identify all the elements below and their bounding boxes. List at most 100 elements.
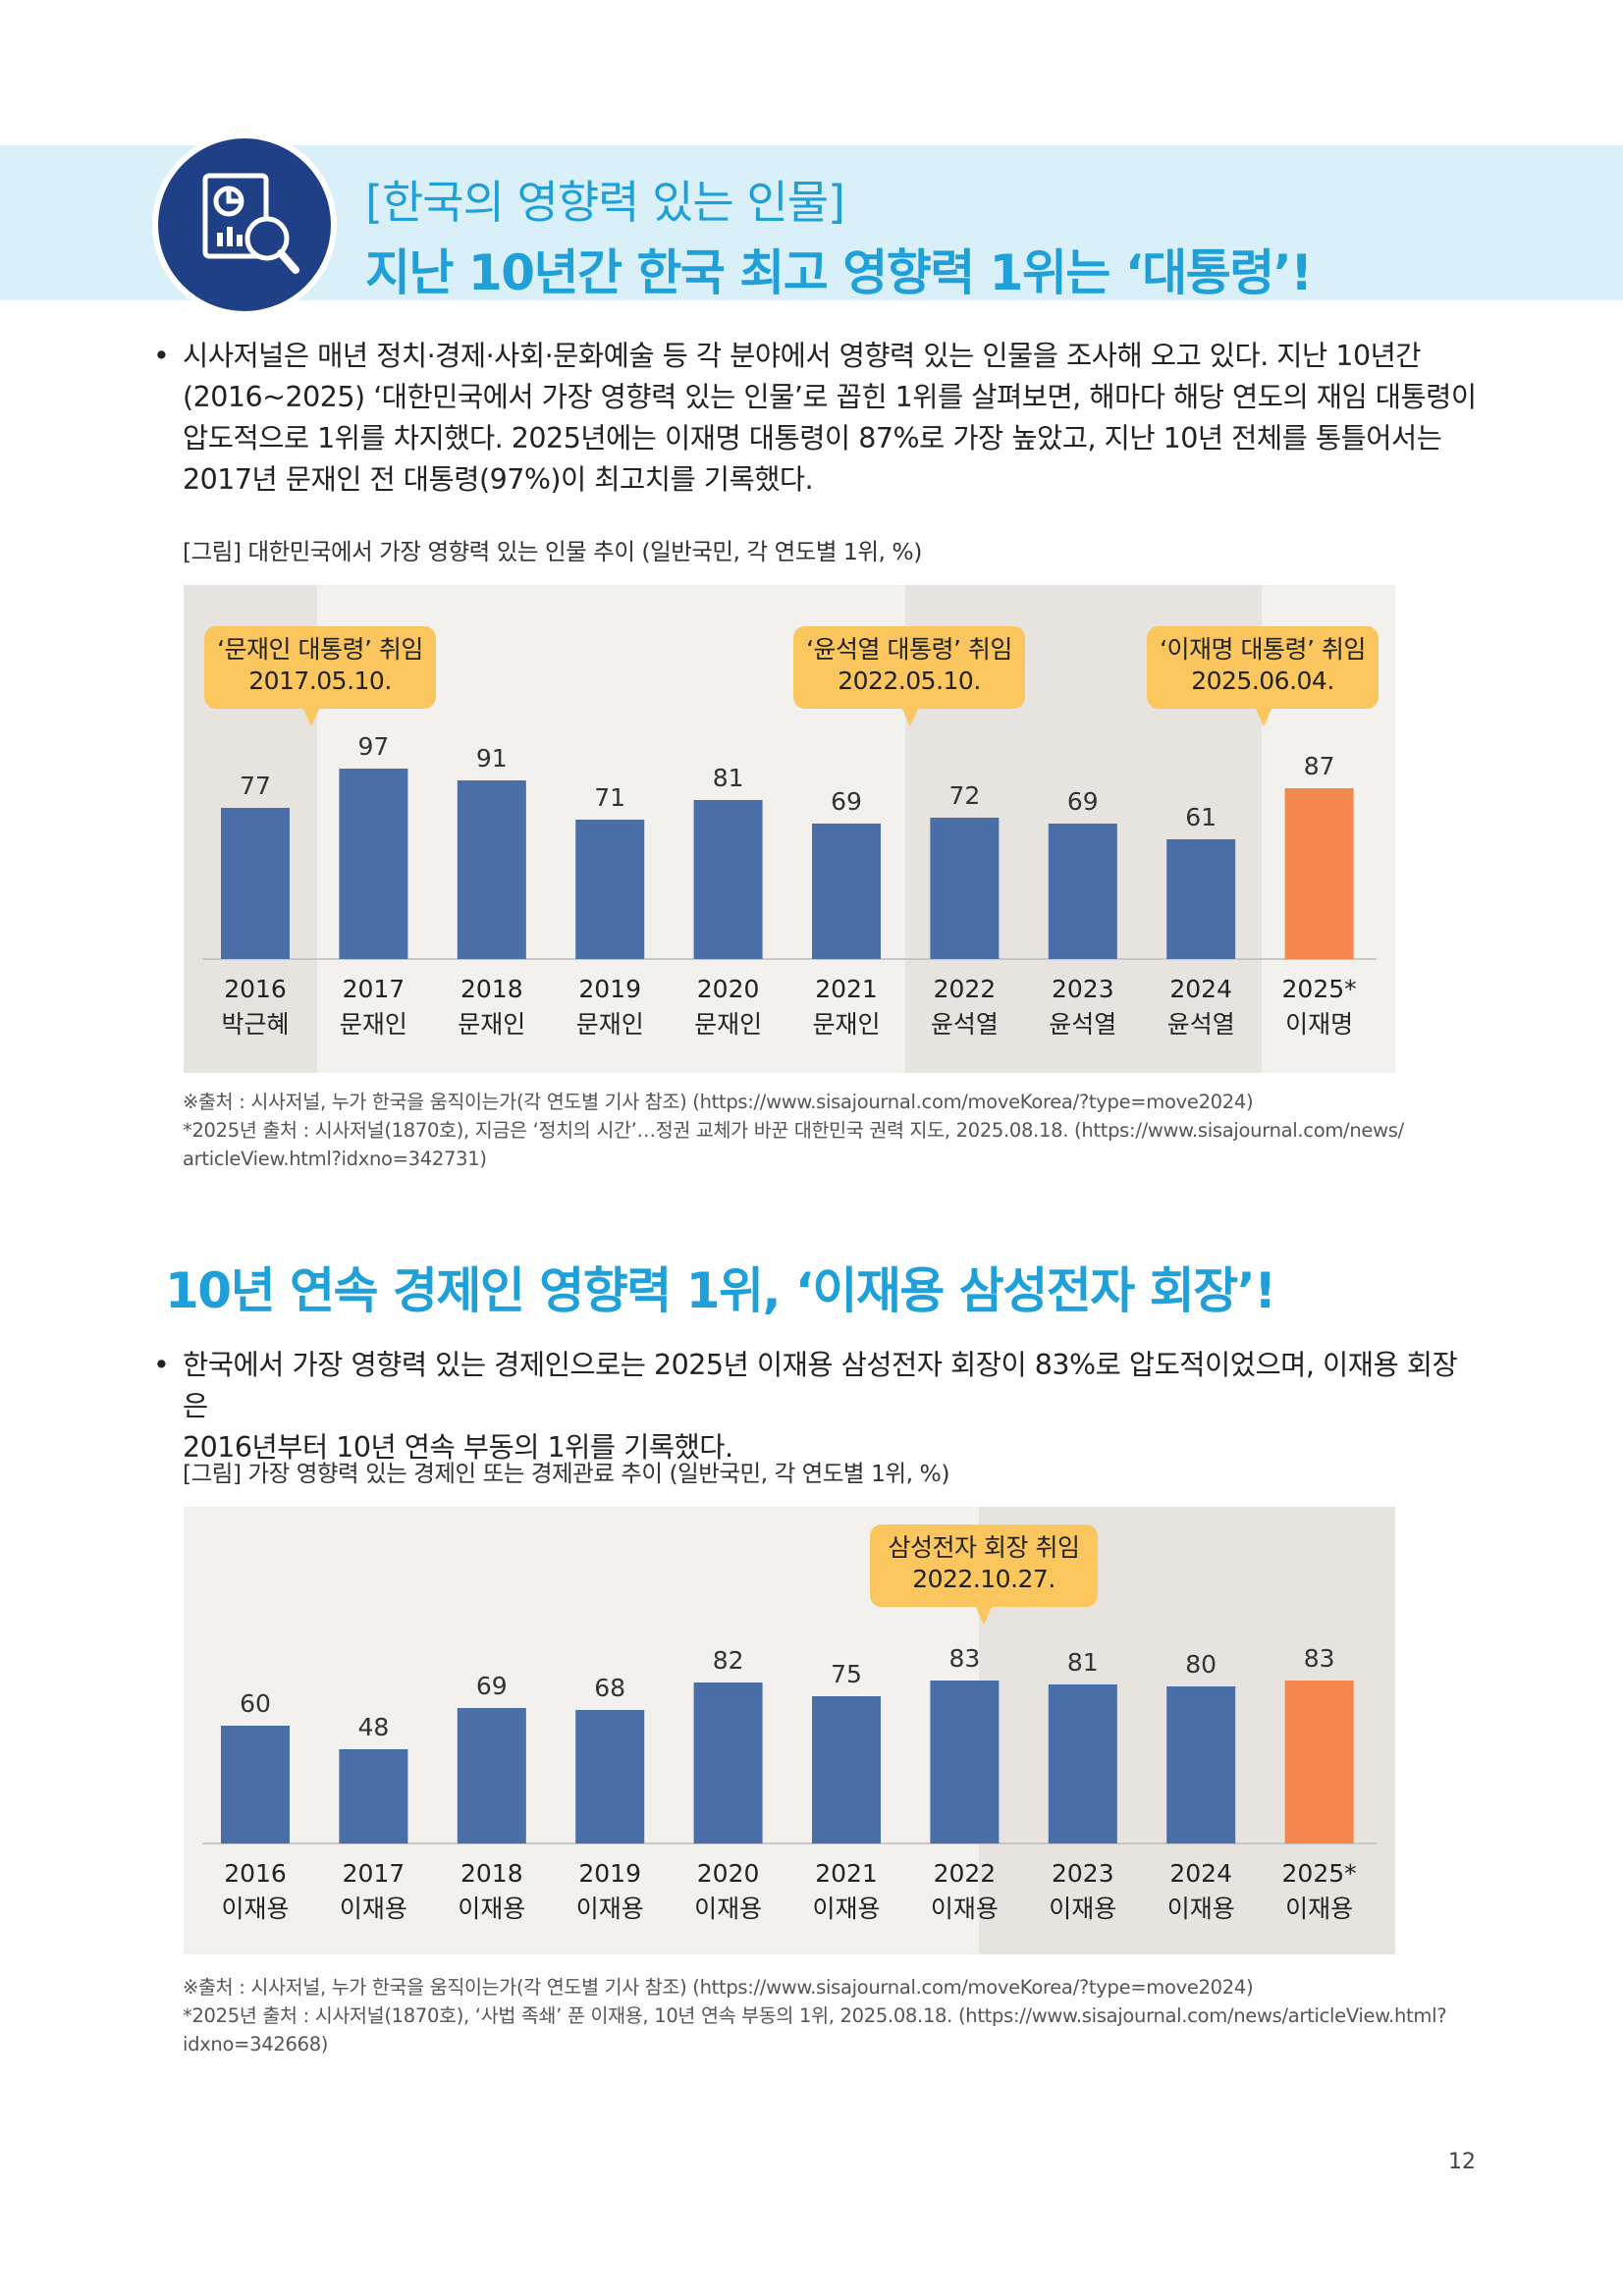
x-tick-label: 2022 — [934, 975, 997, 1003]
bar-2024 — [1166, 839, 1236, 959]
x-tick-label: 2017 — [343, 1859, 406, 1888]
source-line: *2025년 출처 : 시사저널(1870호), 지금은 ‘정치의 시간’…정권… — [183, 1119, 1404, 1142]
x-name-label: 문재인 — [340, 1010, 407, 1039]
callout-date: 2022.05.10. — [838, 667, 981, 695]
x-tick-label: 2016 — [224, 1859, 287, 1888]
callout-date: 2025.06.04. — [1191, 667, 1334, 695]
data-label: 69 — [1067, 787, 1099, 816]
data-label: 83 — [1304, 1644, 1335, 1673]
bar-2022 — [930, 1681, 1000, 1843]
bar-2019 — [575, 1710, 645, 1843]
paragraph-line: (2016~2025) ‘대한민국에서 가장 영향력 있는 인물’로 꼽힌 1위… — [183, 381, 1477, 413]
x-name-label: 이재용 — [1049, 1895, 1116, 1923]
x-name-label: 이재용 — [1167, 1895, 1235, 1923]
bar-2016 — [221, 808, 290, 959]
bullet: • — [153, 340, 170, 372]
x-tick-label: 2023 — [1052, 1859, 1114, 1888]
data-label: 81 — [713, 764, 744, 792]
x-name-label: 이재용 — [458, 1895, 525, 1923]
header-title: 지난 10년간 한국 최고 영향력 1위는 ‘대통령’! — [365, 244, 1313, 301]
data-label: 71 — [594, 783, 625, 812]
bar-2025 — [1284, 788, 1354, 959]
x-name-label: 이재용 — [694, 1895, 762, 1923]
x-tick-label: 2017 — [343, 975, 406, 1003]
data-label: 68 — [594, 1674, 625, 1702]
callout-date: 2022.10.27. — [912, 1565, 1055, 1593]
x-tick-label: 2019 — [578, 975, 641, 1003]
callout-line: ‘윤석열 대통령’ 취임 — [806, 635, 1012, 664]
x-name-label: 이재용 — [812, 1895, 880, 1923]
callout-date: 2017.05.10. — [248, 667, 392, 695]
data-label: 75 — [831, 1660, 862, 1688]
source-line: ※출처 : 시사저널, 누가 한국을 움직이는가(각 연도별 기사 참조) (h… — [183, 1091, 1254, 1113]
source-notes-2: ※출처 : 시사저널, 누가 한국을 움직이는가(각 연도별 기사 참조) (h… — [183, 1973, 1488, 2058]
section2-title: 10년 연속 경제인 영향력 1위, ‘이재용 삼성전자 회장’! — [165, 1262, 1276, 1319]
bar-2017 — [339, 1749, 408, 1843]
bar-2018 — [457, 1708, 526, 1843]
bar-2025 — [1284, 1681, 1354, 1843]
x-name-label: 이재용 — [340, 1895, 407, 1923]
section2-paragraph: • 한국에서 가장 영향력 있는 경제인으로는 2025년 이재용 삼성전자 회… — [153, 1345, 1479, 1468]
data-label: 48 — [357, 1713, 389, 1741]
data-label: 82 — [713, 1646, 744, 1675]
callout-samsung-chairman: 삼성전자 회장 취임 2022.10.27. — [870, 1524, 1098, 1625]
paragraph-line: 압도적으로 1위를 차지했다. 2025년에는 이재명 대통령이 87%로 가장… — [183, 422, 1442, 454]
source-notes-1: ※출처 : 시사저널, 누가 한국을 움직이는가(각 연도별 기사 참조) (h… — [183, 1088, 1488, 1173]
data-label: 97 — [357, 732, 389, 761]
data-label: 87 — [1304, 752, 1335, 780]
data-label: 60 — [240, 1689, 271, 1718]
bar-2020 — [693, 800, 763, 959]
data-label: 81 — [1067, 1648, 1099, 1677]
x-name-label: 문재인 — [694, 1010, 762, 1039]
paragraph-line: 한국에서 가장 영향력 있는 경제인으로는 2025년 이재용 삼성전자 회장이… — [183, 1349, 1458, 1422]
bar-2021 — [812, 1696, 881, 1843]
x-name-label: 윤석열 — [1049, 1010, 1116, 1039]
callout-moon-inauguration: ‘문재인 대통령’ 취임 2017.05.10. — [204, 626, 436, 726]
callout-lee-inauguration: ‘이재명 대통령’ 취임 2025.06.04. — [1147, 626, 1379, 726]
callout-line: ‘이재명 대통령’ 취임 — [1160, 635, 1366, 664]
bar-2023 — [1048, 824, 1117, 959]
callout-line: 삼성전자 회장 취임 — [888, 1533, 1080, 1562]
report-magnifier-icon — [202, 173, 299, 274]
data-label: 61 — [1185, 803, 1217, 831]
data-label: 91 — [476, 744, 508, 773]
page-number: 12 — [1448, 2150, 1476, 2174]
report-logo — [152, 133, 337, 317]
bar-2020 — [693, 1682, 763, 1843]
x-tick-label: 2023 — [1052, 975, 1114, 1003]
x-name-label: 이재명 — [1285, 1010, 1353, 1039]
data-label: 83 — [948, 1644, 980, 1673]
paragraph-line: 2017년 문재인 전 대통령(97%)이 최고치를 기록했다. — [183, 463, 814, 496]
source-line: *2025년 출처 : 시사저널(1870호), ‘사법 족쇄’ 푼 이재용, … — [183, 2004, 1447, 2027]
data-label: 69 — [476, 1672, 508, 1700]
figure-caption-1: [그림] 대한민국에서 가장 영향력 있는 인물 추이 (일반국민, 각 연도별… — [183, 538, 922, 565]
x-name-label: 박근혜 — [221, 1010, 289, 1039]
x-tick-label: 2018 — [460, 975, 523, 1003]
bar-2019 — [575, 820, 645, 959]
data-label: 69 — [831, 787, 862, 816]
callout-line: ‘문재인 대통령’ 취임 — [217, 635, 423, 664]
x-name-label: 이재용 — [576, 1895, 644, 1923]
x-tick-label: 2024 — [1169, 1859, 1232, 1888]
data-label: 77 — [240, 772, 271, 800]
x-tick-label: 2025* — [1282, 975, 1357, 1003]
x-tick-label: 2024 — [1169, 975, 1232, 1003]
bar-2023 — [1048, 1684, 1117, 1843]
x-tick-label: 2019 — [578, 1859, 641, 1888]
bar-2022 — [930, 818, 1000, 959]
x-name-label: 문재인 — [576, 1010, 644, 1039]
x-name-label: 이재용 — [931, 1895, 999, 1923]
bullet: • — [153, 1349, 170, 1381]
figure-caption-2: [그림] 가장 영향력 있는 경제인 또는 경제관료 추이 (일반국민, 각 연… — [183, 1460, 950, 1487]
data-label: 72 — [948, 781, 980, 810]
header-subtitle: [한국의 영향력 있는 인물] — [365, 176, 845, 229]
callout-yoon-inauguration: ‘윤석열 대통령’ 취임 2022.05.10. — [793, 626, 1025, 726]
x-tick-label: 2021 — [815, 1859, 878, 1888]
paragraph-line: 2016년부터 10년 연속 부동의 1위를 기록했다. — [183, 1431, 733, 1464]
bar-2021 — [812, 824, 881, 959]
x-name-label: 윤석열 — [931, 1010, 999, 1039]
x-tick-label: 2021 — [815, 975, 878, 1003]
x-tick-label: 2022 — [934, 1859, 997, 1888]
